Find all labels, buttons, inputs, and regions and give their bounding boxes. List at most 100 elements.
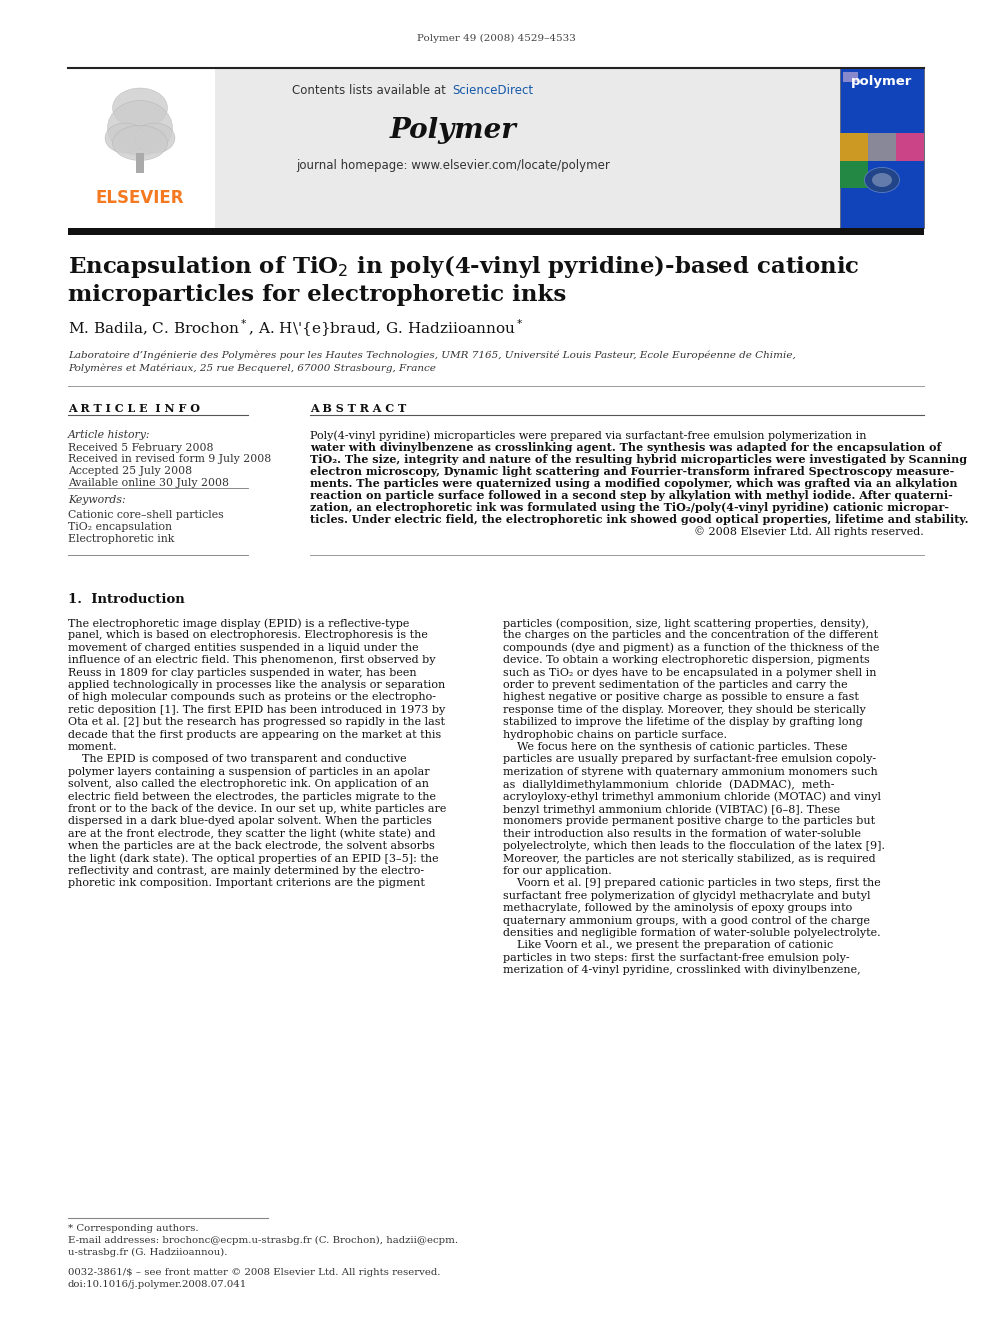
Bar (843, 71, 858, 82)
Text: quaternary ammonium groups, with a good control of the charge: quaternary ammonium groups, with a good … (503, 916, 870, 926)
Bar (215, 67, 840, 228)
Text: panel, which is based on electrophoresis. Electrophoresis is the: panel, which is based on electrophoresis… (68, 630, 428, 640)
Text: retic deposition [1]. The first EPID has been introduced in 1973 by: retic deposition [1]. The first EPID has… (68, 705, 445, 714)
Text: Laboratoire d’Ingénierie des Polymères pour les Hautes Technologies, UMR 7165, U: Laboratoire d’Ingénierie des Polymères p… (68, 351, 796, 360)
Text: microparticles for electrophoretic inks: microparticles for electrophoretic inks (68, 284, 566, 306)
Text: electric field between the electrodes, the particles migrate to the: electric field between the electrodes, t… (68, 791, 436, 802)
Text: such as TiO₂ or dyes have to be encapsulated in a polymer shell in: such as TiO₂ or dyes have to be encapsul… (503, 668, 877, 677)
Text: Polymères et Matériaux, 25 rue Becquerel, 67000 Strasbourg, France: Polymères et Matériaux, 25 rue Becquerel… (68, 364, 435, 373)
Text: Received in revised form 9 July 2008: Received in revised form 9 July 2008 (68, 455, 271, 464)
Bar (840, 134, 868, 161)
Text: the light (dark state). The optical properties of an EPID [3–5]: the: the light (dark state). The optical prop… (68, 853, 438, 864)
Text: reflectivity and contrast, are mainly determined by the electro-: reflectivity and contrast, are mainly de… (68, 867, 425, 876)
Ellipse shape (864, 168, 900, 193)
Text: Keywords:: Keywords: (68, 495, 126, 505)
Text: A B S T R A C T: A B S T R A C T (310, 402, 407, 414)
Text: particles (composition, size, light scattering properties, density),: particles (composition, size, light scat… (503, 618, 869, 628)
Bar (68, 228, 924, 235)
Text: phoretic ink composition. Important criterions are the pigment: phoretic ink composition. Important crit… (68, 878, 425, 889)
Text: movement of charged entities suspended in a liquid under the: movement of charged entities suspended i… (68, 643, 419, 652)
Text: surfactant free polymerization of glycidyl methacrylate and butyl: surfactant free polymerization of glycid… (503, 890, 871, 901)
Text: merization of styrene with quaternary ammonium monomers such: merization of styrene with quaternary am… (503, 767, 878, 777)
Text: polyelectrolyte, which then leads to the flocculation of the latex [9].: polyelectrolyte, which then leads to the… (503, 841, 885, 851)
Text: 1.  Introduction: 1. Introduction (68, 593, 185, 606)
Text: decade that the first products are appearing on the market at this: decade that the first products are appea… (68, 729, 441, 740)
Text: the charges on the particles and the concentration of the different: the charges on the particles and the con… (503, 630, 878, 640)
Text: M. Badila, C. Brochon$^*$, A. H\'{e}braud, G. Hadziioannou$^*$: M. Badila, C. Brochon$^*$, A. H\'{e}brau… (68, 318, 524, 339)
Bar (840, 67, 924, 228)
Bar (896, 134, 924, 161)
Text: reaction on particle surface followed in a second step by alkylation with methyl: reaction on particle surface followed in… (310, 490, 952, 501)
Text: Voorn et al. [9] prepared cationic particles in two steps, first the: Voorn et al. [9] prepared cationic parti… (503, 878, 881, 889)
Text: monomers provide permanent positive charge to the particles but: monomers provide permanent positive char… (503, 816, 875, 827)
Text: © 2008 Elsevier Ltd. All rights reserved.: © 2008 Elsevier Ltd. All rights reserved… (694, 527, 924, 537)
Text: doi:10.1016/j.polymer.2008.07.041: doi:10.1016/j.polymer.2008.07.041 (68, 1279, 247, 1289)
Text: moment.: moment. (68, 742, 118, 751)
Text: for our application.: for our application. (503, 867, 612, 876)
Text: The EPID is composed of two transparent and conductive: The EPID is composed of two transparent … (68, 754, 407, 765)
Ellipse shape (107, 101, 173, 156)
Text: Article history:: Article history: (68, 430, 151, 441)
Ellipse shape (105, 123, 145, 153)
Ellipse shape (112, 126, 168, 160)
Text: order to prevent sedimentation of the particles and carry the: order to prevent sedimentation of the pa… (503, 680, 847, 691)
Text: influence of an electric field. This phenomenon, first observed by: influence of an electric field. This phe… (68, 655, 435, 665)
Text: Electrophoretic ink: Electrophoretic ink (68, 534, 175, 544)
Text: particles are usually prepared by surfactant-free emulsion copoly-: particles are usually prepared by surfac… (503, 754, 876, 765)
Text: methacrylate, followed by the aminolysis of epoxy groups into: methacrylate, followed by the aminolysis… (503, 904, 852, 913)
Text: We focus here on the synthesis of cationic particles. These: We focus here on the synthesis of cation… (503, 742, 847, 751)
Text: merization of 4-vinyl pyridine, crosslinked with divinylbenzene,: merization of 4-vinyl pyridine, crosslin… (503, 966, 861, 975)
Text: stabilized to improve the lifetime of the display by grafting long: stabilized to improve the lifetime of th… (503, 717, 863, 728)
Text: dispersed in a dark blue-dyed apolar solvent. When the particles: dispersed in a dark blue-dyed apolar sol… (68, 816, 432, 827)
Text: Cationic core–shell particles: Cationic core–shell particles (68, 509, 223, 520)
Text: hydrophobic chains on particle surface.: hydrophobic chains on particle surface. (503, 729, 727, 740)
Text: zation, an electrophoretic ink was formulated using the TiO₂/poly(4-vinyl pyridi: zation, an electrophoretic ink was formu… (310, 501, 949, 513)
Text: E-mail addresses: brochonc@ecpm.u-strasbg.fr (C. Brochon), hadzii@ecpm.: E-mail addresses: brochonc@ecpm.u-strasb… (68, 1236, 458, 1245)
Text: Poly(4-vinyl pyridine) microparticles were prepared via surfactant-free emulsion: Poly(4-vinyl pyridine) microparticles we… (310, 430, 866, 441)
Text: highest negative or positive charge as possible to ensure a fast: highest negative or positive charge as p… (503, 692, 859, 703)
Text: Received 5 February 2008: Received 5 February 2008 (68, 443, 213, 452)
Text: ticles. Under electric field, the electrophoretic ink showed good optical proper: ticles. Under electric field, the electr… (310, 515, 968, 525)
Text: Encapsulation of TiO$_2$ in poly(4-vinyl pyridine)-based cationic: Encapsulation of TiO$_2$ in poly(4-vinyl… (68, 254, 860, 280)
Text: of high molecular compounds such as proteins or the electropho-: of high molecular compounds such as prot… (68, 692, 436, 703)
Text: acryloyloxy­ethyl trimethyl ammonium chloride (MOTAC) and vinyl: acryloyloxy­ethyl trimethyl ammonium chl… (503, 791, 881, 802)
Text: Ota et al. [2] but the research has progressed so rapidly in the last: Ota et al. [2] but the research has prog… (68, 717, 445, 728)
Ellipse shape (872, 173, 892, 187)
Text: Polymer: Polymer (390, 116, 517, 143)
Text: compounds (dye and pigment) as a function of the thickness of the: compounds (dye and pigment) as a functio… (503, 643, 880, 654)
Text: particles in two steps: first the surfactant-free emulsion poly-: particles in two steps: first the surfac… (503, 953, 849, 963)
Text: solvent, also called the electrophoretic ink. On application of an: solvent, also called the electrophoretic… (68, 779, 429, 790)
Text: TiO₂ encapsulation: TiO₂ encapsulation (68, 523, 172, 532)
Text: benzyl trimethyl ammonium chloride (VIBTAC) [6–8]. These: benzyl trimethyl ammonium chloride (VIBT… (503, 804, 840, 815)
Text: Contents lists available at: Contents lists available at (293, 83, 450, 97)
Text: u-strasbg.fr (G. Hadziioannou).: u-strasbg.fr (G. Hadziioannou). (68, 1248, 227, 1257)
Text: front or to the back of the device. In our set up, white particles are: front or to the back of the device. In o… (68, 804, 446, 814)
Text: ELSEVIER: ELSEVIER (96, 189, 185, 206)
Text: TiO₂. The size, integrity and nature of the resulting hybrid microparticles were: TiO₂. The size, integrity and nature of … (310, 454, 967, 464)
Text: electron microscopy, Dynamic light scattering and Fourrier-transform infrared Sp: electron microscopy, Dynamic light scatt… (310, 466, 954, 478)
Text: ments. The particles were quaternized using a modified copolymer, which was graf: ments. The particles were quaternized us… (310, 478, 957, 490)
Text: 0032-3861/$ – see front matter © 2008 Elsevier Ltd. All rights reserved.: 0032-3861/$ – see front matter © 2008 El… (68, 1267, 440, 1277)
Text: journal homepage: www.elsevier.com/locate/polymer: journal homepage: www.elsevier.com/locat… (296, 159, 610, 172)
Bar (868, 134, 896, 161)
Text: response time of the display. Moreover, they should be sterically: response time of the display. Moreover, … (503, 705, 866, 714)
Text: device. To obtain a working electrophoretic dispersion, pigments: device. To obtain a working electrophore… (503, 655, 870, 665)
Text: Reuss in 1809 for clay particles suspended in water, has been: Reuss in 1809 for clay particles suspend… (68, 668, 417, 677)
Text: Like Voorn et al., we present the preparation of cationic: Like Voorn et al., we present the prepar… (503, 941, 833, 950)
Text: as  diallyldimethylammonium  chloride  (DADMAC),  meth-: as diallyldimethylammonium chloride (DAD… (503, 779, 834, 790)
Text: Moreover, the particles are not sterically stabilized, as is required: Moreover, the particles are not sterical… (503, 853, 876, 864)
Text: polymer: polymer (851, 75, 913, 89)
Ellipse shape (112, 89, 168, 128)
Text: water with divinylbenzene as crosslinking agent. The synthesis was adapted for t: water with divinylbenzene as crosslinkin… (310, 442, 941, 452)
Text: polymer layers containing a suspension of particles in an apolar: polymer layers containing a suspension o… (68, 767, 430, 777)
Text: their introduction also results in the formation of water-soluble: their introduction also results in the f… (503, 828, 861, 839)
Text: are at the front electrode, they scatter the light (white state) and: are at the front electrode, they scatter… (68, 828, 435, 839)
Bar (840, 161, 868, 188)
Text: Polymer 49 (2008) 4529–4533: Polymer 49 (2008) 4529–4533 (417, 33, 575, 42)
Text: applied technologically in processes like the analysis or separation: applied technologically in processes lik… (68, 680, 445, 691)
Text: ScienceDirect: ScienceDirect (452, 83, 533, 97)
Text: A R T I C L E  I N F O: A R T I C L E I N F O (68, 402, 200, 414)
Ellipse shape (135, 123, 175, 153)
Text: The electrophoretic image display (EPID) is a reflective-type: The electrophoretic image display (EPID)… (68, 618, 410, 628)
Bar (840, 134, 924, 188)
